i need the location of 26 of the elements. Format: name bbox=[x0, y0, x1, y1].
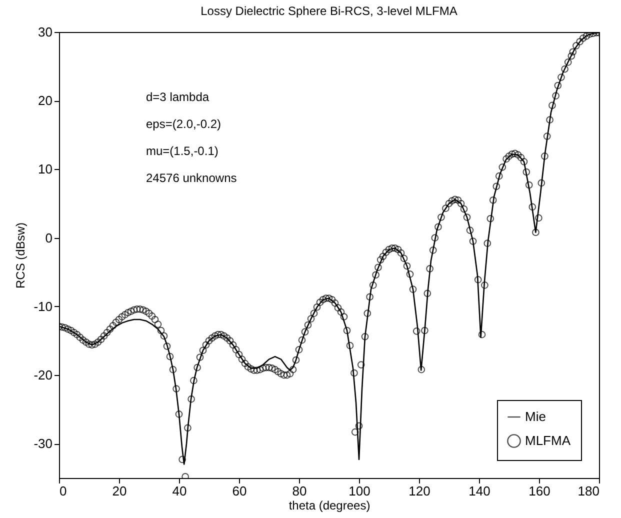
legend-label: Mie bbox=[525, 409, 546, 424]
annotation: 24576 unknowns bbox=[146, 171, 237, 185]
x-tick-label: 180 bbox=[578, 484, 600, 498]
x-tick-label: 100 bbox=[348, 484, 370, 498]
x-tick-label: 60 bbox=[232, 484, 247, 498]
x-tick-label: 20 bbox=[112, 484, 127, 498]
annotation: d=3 lambda bbox=[146, 90, 210, 104]
y-tick-label: 10 bbox=[38, 162, 52, 177]
x-tick-label: 80 bbox=[292, 484, 307, 498]
x-tick-label: 120 bbox=[408, 484, 430, 498]
x-tick-label: 140 bbox=[468, 484, 490, 498]
y-tick-label: 20 bbox=[38, 93, 52, 108]
y-tick-label: -30 bbox=[34, 436, 52, 452]
x-tick-label: 40 bbox=[172, 484, 187, 498]
annotation: eps=(2.0,-0.2) bbox=[146, 117, 222, 131]
y-tick-label: 0 bbox=[45, 230, 52, 246]
y-axis-title: RCS (dBsw) bbox=[14, 222, 28, 289]
x-tick-label: 160 bbox=[528, 484, 550, 498]
y-tick-label: 30 bbox=[38, 24, 52, 40]
y-tick-label: -20 bbox=[34, 368, 52, 383]
x-axis-title: theta (degrees) bbox=[288, 498, 370, 512]
legend-label: MLFMA bbox=[525, 433, 571, 448]
chart-title: Lossy Dielectric Sphere Bi-RCS, 3-level MLFMA bbox=[200, 4, 458, 18]
y-tick-label: -10 bbox=[34, 298, 52, 314]
x-tick-label: 0 bbox=[60, 484, 67, 498]
annotation: mu=(1.5,-0.1) bbox=[146, 144, 218, 158]
